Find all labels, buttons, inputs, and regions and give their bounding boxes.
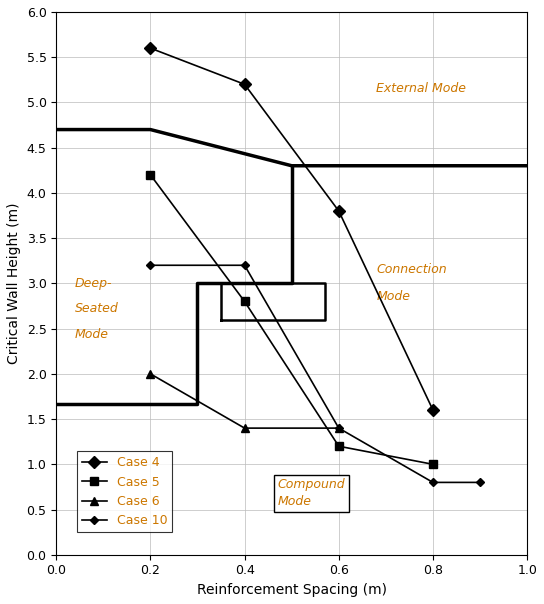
Text: External Mode: External Mode — [376, 82, 466, 95]
Text: Compound
Mode: Compound Mode — [277, 478, 345, 508]
Text: Seated: Seated — [75, 302, 119, 315]
Line: Case 5: Case 5 — [146, 170, 437, 469]
Case 4 — [242, 81, 248, 88]
X-axis label: Reinforcement Spacing (m): Reinforcement Spacing (m) — [197, 583, 387, 597]
Line: Case 4: Case 4 — [146, 44, 437, 414]
Case 10 — [336, 425, 342, 432]
Case 4 — [430, 406, 436, 414]
Line: Case 6: Case 6 — [146, 370, 343, 432]
Case 6 — [147, 370, 153, 378]
Text: Connection: Connection — [376, 263, 447, 276]
Legend: Case 4, Case 5, Case 6, Case 10: Case 4, Case 5, Case 6, Case 10 — [77, 452, 172, 532]
Text: Mode: Mode — [75, 327, 109, 341]
Case 5 — [336, 443, 342, 450]
Case 6 — [242, 425, 248, 432]
Text: Mode: Mode — [376, 291, 410, 303]
Case 5 — [242, 298, 248, 305]
Line: Case 10: Case 10 — [147, 263, 483, 485]
Case 10 — [430, 479, 436, 486]
Case 10 — [477, 479, 483, 486]
Case 10 — [242, 262, 248, 269]
Case 10 — [147, 262, 153, 269]
Text: Deep-: Deep- — [75, 277, 113, 290]
Case 5 — [147, 171, 153, 178]
Y-axis label: Critical Wall Height (m): Critical Wall Height (m) — [7, 202, 21, 364]
Case 5 — [430, 461, 436, 468]
Case 6 — [336, 425, 342, 432]
Case 4 — [147, 45, 153, 52]
Case 4 — [336, 207, 342, 214]
